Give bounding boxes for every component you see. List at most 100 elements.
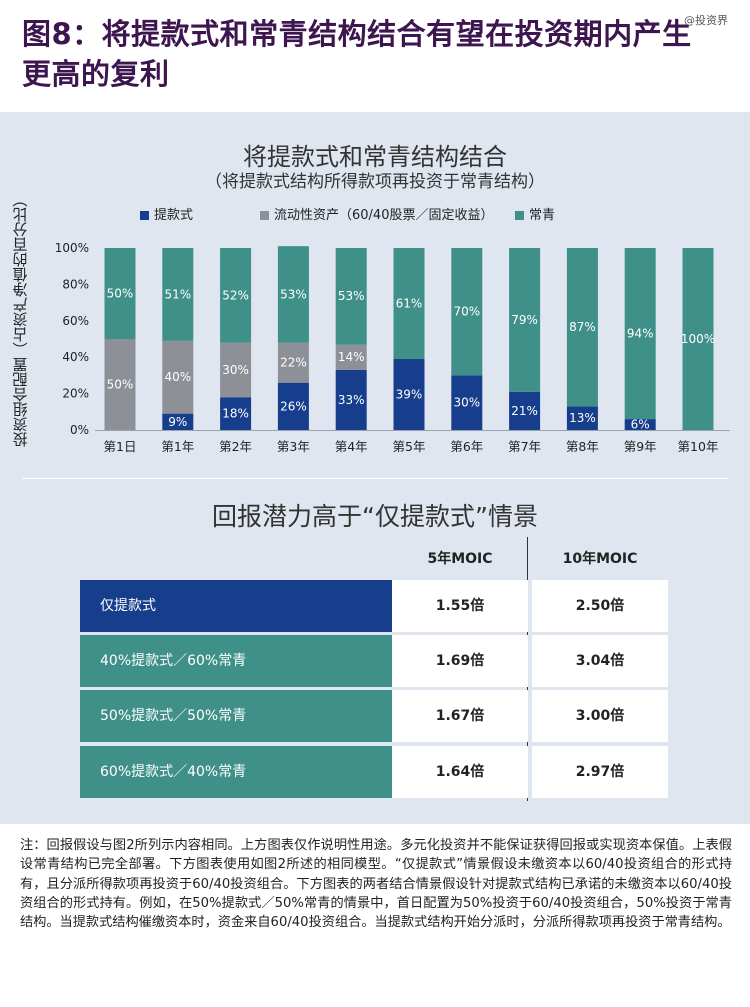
bar-data-label: 87% [569,320,596,334]
bar-segment-drawdown [624,419,656,430]
bar-segment-evergreen [104,248,136,339]
bar-data-label: 51% [164,287,191,301]
bar-segment-drawdown [162,413,194,430]
row-value-10yr: 3.04倍 [532,635,668,687]
bar-segment-drawdown [566,406,598,430]
bar-data-label: 22% [280,356,307,370]
bar-data-label: 53% [280,287,307,301]
bar-segment-evergreen [509,248,541,392]
row-value-5yr: 1.64倍 [392,746,528,798]
bar-data-label: 61% [396,297,423,311]
y-tick-label: 40% [62,350,89,364]
bar-data-label: 13% [569,411,596,425]
x-tick-label: 第7年 [508,439,541,454]
row-value-5yr: 1.67倍 [392,690,528,742]
watermark: @投资界 [684,14,728,27]
y-tick-label: 20% [62,387,89,401]
col-header-10yr: 10年MOIC [562,551,638,567]
legend-item-drawdown: 提款式 [140,204,193,223]
bar-data-label: 30% [222,363,249,377]
bar-data-label: 79% [511,313,538,327]
bar-segment-drawdown [277,382,309,430]
footnote: 注：回报假设与图2所列示内容相同。上方图表仅作说明性用途。多元化投资并不能保证获… [20,838,732,931]
row-value-5yr: 1.55倍 [392,580,528,632]
bar-data-label: 14% [338,350,365,364]
x-tick-label: 第8年 [566,439,599,454]
bar-segment-drawdown [451,375,483,430]
bar-segment-evergreen [624,248,656,420]
row-value-10yr: 3.00倍 [532,690,668,742]
table-title: 回报潜力高于“仅提款式”情景 [212,502,538,531]
table-row: 50%提款式／50%常青 1.67倍 3.00倍 [80,690,668,742]
bar-data-label: 100% [681,332,715,346]
x-tick-label: 第5年 [393,439,426,454]
bar-data-label: 9% [168,415,187,429]
bar-segment-evergreen [220,248,252,343]
bar-data-label: 53% [338,289,365,303]
chart-subtitle: （将提款式结构所得款项再投资于常青结构） [205,172,545,192]
chart-legend: 提款式 流动性资产（60/40股票／固定收益） 常青 [0,204,750,224]
bar-segment-liquid [335,344,367,370]
bar-data-label: 6% [631,418,650,432]
chart-title: 将提款式和常青结构结合 [243,143,507,171]
y-tick-label: 80% [62,277,89,291]
bar-data-label: 21% [511,404,538,418]
x-tick-label: 第9年 [624,439,657,454]
table-row: 仅提款式 1.55倍 2.50倍 [80,580,668,632]
y-tick-label: 0% [70,423,89,437]
bar-segment-evergreen [335,248,367,345]
bar-segment-liquid [104,339,136,430]
x-tick-label: 第1年 [161,439,194,454]
row-value-10yr: 2.50倍 [532,580,668,632]
legend-label-drawdown: 提款式 [154,208,194,223]
x-tick-label: 第2年 [219,439,252,454]
legend-label-evergreen: 常青 [529,208,556,223]
bar-data-label: 50% [107,378,134,392]
bar-segment-evergreen [162,248,194,341]
bar-segment-drawdown [509,391,541,430]
bar-data-label: 18% [222,407,249,421]
bar-segment-evergreen [451,248,483,376]
bar-segment-evergreen [277,246,309,343]
x-tick-label: 第3年 [277,439,310,454]
table-row: 40%提款式／60%常青 1.69倍 3.04倍 [80,635,668,687]
section-divider [22,478,728,479]
x-tick-label: 第4年 [335,439,368,454]
bar-segment-drawdown [335,369,367,430]
bar-segment-liquid [162,340,194,414]
bar-data-label: 26% [280,399,307,413]
legend-swatch-drawdown [140,211,149,220]
bar-data-label: 50% [107,287,134,301]
x-tick-label: 第10年 [678,439,719,454]
row-value-5yr: 1.69倍 [392,635,528,687]
legend-item-evergreen: 常青 [515,204,555,223]
x-tick-label: 第6年 [450,439,483,454]
bar-data-label: 39% [396,388,423,402]
bar-segment-liquid [220,342,252,398]
legend-item-liquid: 流动性资产（60/40股票／固定收益） [260,204,493,223]
bar-segment-drawdown [393,359,425,430]
bar-segment-evergreen [682,248,714,430]
legend-swatch-liquid [260,211,269,220]
legend-swatch-evergreen [515,211,524,220]
row-label: 50%提款式／50%常青 [80,690,392,742]
bar-segment-drawdown [220,397,252,430]
bar-segment-evergreen [393,248,425,360]
row-label: 仅提款式 [80,580,392,632]
row-label: 60%提款式／40%常青 [80,746,392,798]
bar-data-label: 70% [453,305,480,319]
bar-data-label: 30% [453,396,480,410]
bar-segment-liquid [277,342,309,383]
legend-label-liquid: 流动性资产（60/40股票／固定收益） [274,208,494,223]
bar-data-label: 33% [338,393,365,407]
y-tick-label: 60% [62,314,89,328]
x-tick-label: 第1日 [104,439,137,454]
y-tick-label: 100% [55,241,89,255]
bar-data-label: 40% [164,370,191,384]
bar-data-label: 94% [627,327,654,341]
stacked-bar-chart: 0% 20% 40% 60% 80% 100% 50% 50% 第1日 9% 40% 51% 第1年 18… [55,241,730,454]
table-row: 60%提款式／40%常青 1.64倍 2.97倍 [80,746,668,798]
row-value-10yr: 2.97倍 [532,746,668,798]
row-label: 40%提款式／60%常青 [80,635,392,687]
bar-data-label: 52% [222,288,249,302]
